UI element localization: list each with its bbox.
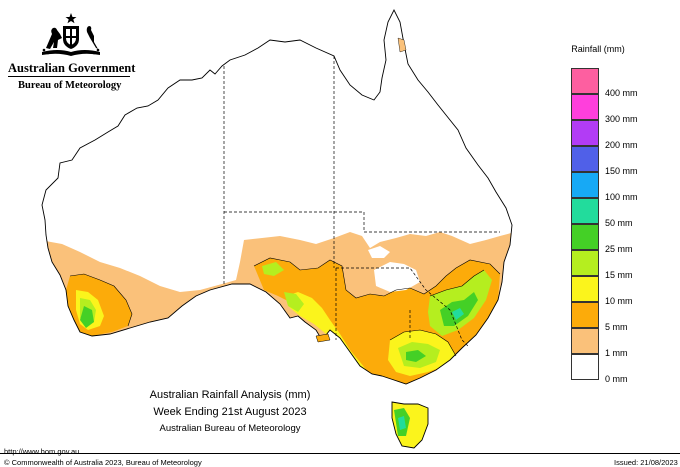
rain-zone-15mm-sa <box>284 292 304 312</box>
legend-swatch <box>571 250 599 276</box>
state-borders <box>223 56 500 347</box>
legend-label: 300 mm <box>605 114 638 124</box>
rain-zone-25mm-victoria <box>406 350 426 362</box>
logo-divider <box>8 76 130 77</box>
caption-period: Week Ending 21st August 2023 <box>153 406 307 418</box>
website-link[interactable]: http://www.bom.gov.au <box>4 447 80 456</box>
legend-label: 150 mm <box>605 166 638 176</box>
legend-label: 5 mm <box>605 322 628 332</box>
legend-label: 200 mm <box>605 140 638 150</box>
rain-zone-15mm-sa2 <box>262 262 284 276</box>
government-name: Australian Government <box>8 61 136 75</box>
rain-free-hole-qld <box>368 246 390 258</box>
legend-swatch <box>571 354 599 380</box>
rain-zone-50mm-nsw <box>452 308 464 320</box>
australia-rainfall-map <box>41 8 513 449</box>
footer-divider <box>0 453 680 454</box>
rain-free-hole-nsw <box>374 262 420 292</box>
tasmania-west-50mm <box>398 416 406 430</box>
legend-swatch <box>571 172 599 198</box>
legend-label: 10 mm <box>605 296 633 306</box>
coat-of-arms-icon <box>42 13 100 56</box>
legend-swatch <box>571 328 599 354</box>
legend-label: 0 mm <box>605 374 628 384</box>
caption-agency: Australian Bureau of Meteorology <box>159 423 301 434</box>
kangaroo-island <box>315 333 331 343</box>
copyright-notice: © Commonwealth of Australia 2023, Bureau… <box>4 458 202 467</box>
legend-label: 400 mm <box>605 88 638 98</box>
legend-label: 100 mm <box>605 192 638 202</box>
legend-swatch <box>571 120 599 146</box>
legend-swatch <box>571 68 599 94</box>
legend-swatch <box>571 224 599 250</box>
rain-zone-25mm-wa-coast <box>80 306 94 328</box>
rain-zone-cape-york <box>397 37 407 53</box>
legend-swatch <box>571 198 599 224</box>
legend-title: Rainfall (mm) <box>571 44 625 54</box>
issued-date: Issued: 21/08/2023 <box>614 458 678 467</box>
legend-swatch <box>571 276 599 302</box>
legend-label: 15 mm <box>605 270 633 280</box>
mainland-coastline <box>41 8 513 385</box>
caption-title: Australian Rainfall Analysis (mm) <box>149 389 311 401</box>
legend-label: 25 mm <box>605 244 633 254</box>
legend-swatch <box>571 94 599 120</box>
legend-swatch <box>571 146 599 172</box>
legend-label: 50 mm <box>605 218 633 228</box>
legend-swatches <box>571 68 599 380</box>
legend-label: 1 mm <box>605 348 628 358</box>
agency-name: Bureau of Meteorology <box>18 80 122 91</box>
rainfall-contours <box>69 257 501 357</box>
legend-swatch <box>571 302 599 328</box>
